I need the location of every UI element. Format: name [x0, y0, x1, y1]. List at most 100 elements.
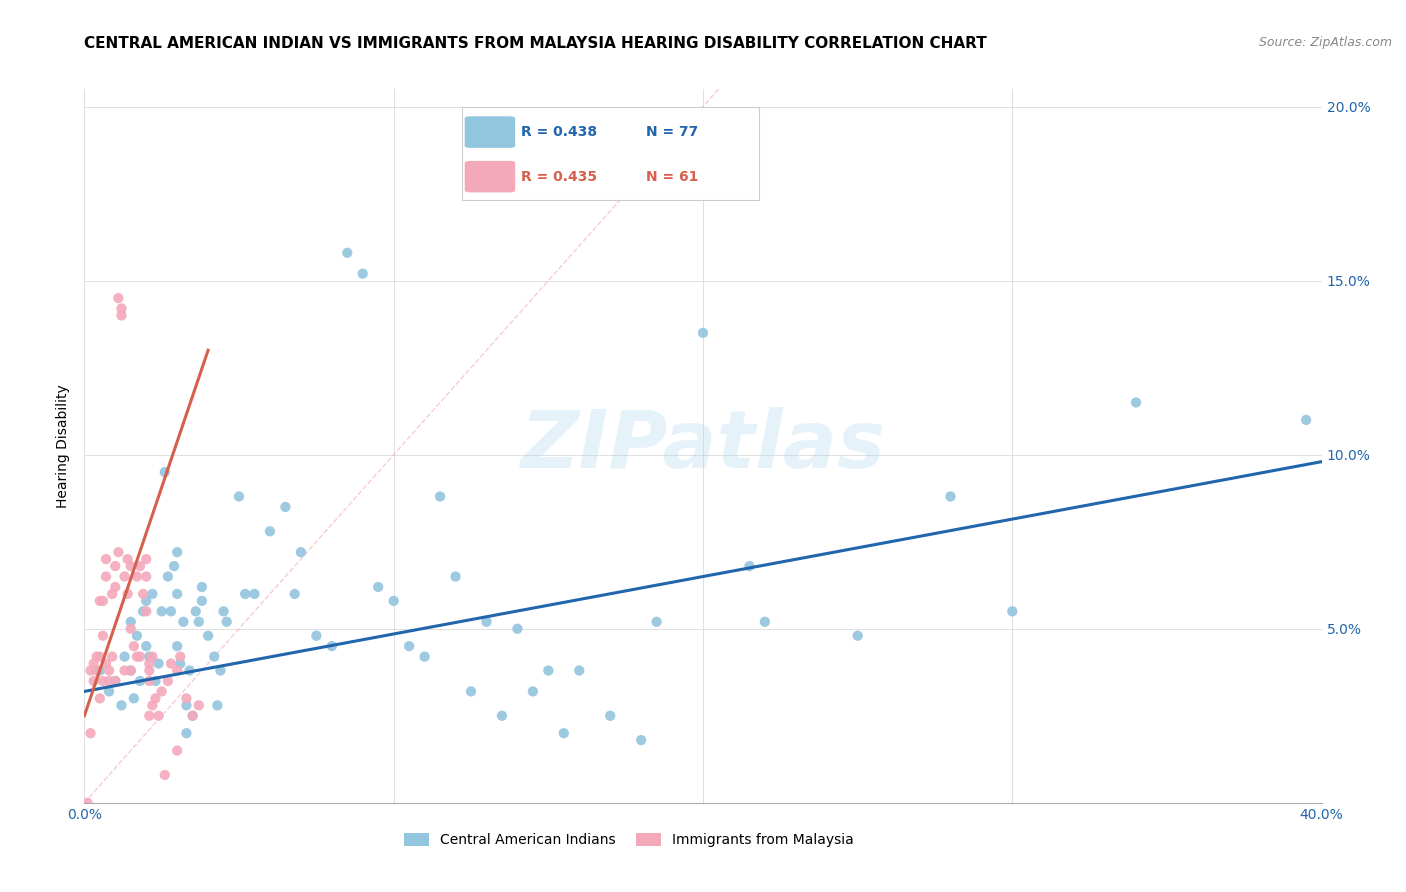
Point: [138, 708, 160, 723]
Point: [413, 649, 436, 664]
Point: [290, 545, 312, 559]
Point: [120, 622, 142, 636]
Point: [141, 698, 163, 713]
Point: [1125, 395, 1147, 409]
Point: [125, 629, 148, 643]
Point: [120, 664, 142, 678]
Point: [599, 708, 621, 723]
Point: [138, 664, 160, 678]
Point: [120, 664, 142, 678]
Point: [156, 569, 179, 583]
Point: [89, 691, 111, 706]
Point: [207, 698, 229, 713]
Point: [166, 545, 188, 559]
Point: [429, 490, 451, 504]
Point: [135, 639, 157, 653]
Point: [114, 649, 136, 664]
Point: [166, 639, 188, 653]
Point: [522, 684, 544, 698]
Point: [692, 326, 714, 340]
Point: [187, 698, 209, 713]
Point: [553, 726, 575, 740]
Point: [191, 594, 214, 608]
Point: [138, 673, 160, 688]
Point: [243, 587, 266, 601]
Point: [110, 301, 132, 316]
Point: [166, 743, 188, 757]
Point: [398, 639, 420, 653]
Point: [98, 684, 121, 698]
Point: [1001, 604, 1024, 618]
Point: [212, 604, 235, 618]
Point: [179, 664, 201, 678]
Point: [120, 615, 142, 629]
Point: [138, 657, 160, 671]
Point: [117, 552, 139, 566]
Point: [568, 664, 591, 678]
Point: [176, 698, 198, 713]
Point: [91, 594, 114, 608]
Point: [132, 604, 155, 618]
Point: [104, 580, 127, 594]
Point: [491, 708, 513, 723]
Point: [132, 587, 155, 601]
Point: [135, 604, 157, 618]
Point: [76, 796, 98, 810]
Point: [181, 708, 204, 723]
Point: [1295, 413, 1317, 427]
Point: [475, 615, 498, 629]
Point: [506, 622, 529, 636]
Point: [79, 664, 101, 678]
Point: [153, 768, 176, 782]
Point: [86, 649, 108, 664]
Point: [166, 664, 188, 678]
Point: [129, 559, 152, 574]
Point: [91, 629, 114, 643]
Point: [79, 726, 101, 740]
Text: Source: ZipAtlas.com: Source: ZipAtlas.com: [1258, 36, 1392, 49]
Point: [233, 587, 256, 601]
Point: [138, 649, 160, 664]
Point: [169, 657, 191, 671]
Point: [169, 649, 191, 664]
Point: [104, 673, 127, 688]
Point: [228, 490, 250, 504]
Point: [321, 639, 343, 653]
Point: [89, 649, 111, 664]
Point: [83, 673, 105, 688]
Point: [382, 594, 405, 608]
Point: [117, 587, 139, 601]
Point: [114, 664, 136, 678]
Point: [129, 649, 152, 664]
Point: [630, 733, 652, 747]
Point: [125, 569, 148, 583]
Point: [107, 291, 129, 305]
Point: [101, 587, 124, 601]
Point: [176, 726, 198, 740]
Point: [135, 569, 157, 583]
Point: [135, 594, 157, 608]
Point: [181, 708, 204, 723]
Point: [135, 552, 157, 566]
Point: [197, 629, 219, 643]
Point: [645, 615, 668, 629]
Point: [120, 559, 142, 574]
Point: [86, 664, 108, 678]
Point: [98, 673, 121, 688]
Point: [148, 657, 170, 671]
Point: [94, 569, 117, 583]
Point: [145, 673, 167, 688]
Point: [738, 559, 761, 574]
Point: [191, 580, 214, 594]
Point: [122, 691, 145, 706]
Point: [114, 569, 136, 583]
Point: [141, 649, 163, 664]
Point: [444, 569, 467, 583]
Point: [104, 673, 127, 688]
Point: [129, 673, 152, 688]
Point: [259, 524, 281, 539]
Point: [83, 657, 105, 671]
Point: [107, 545, 129, 559]
Point: [125, 649, 148, 664]
Point: [305, 629, 328, 643]
